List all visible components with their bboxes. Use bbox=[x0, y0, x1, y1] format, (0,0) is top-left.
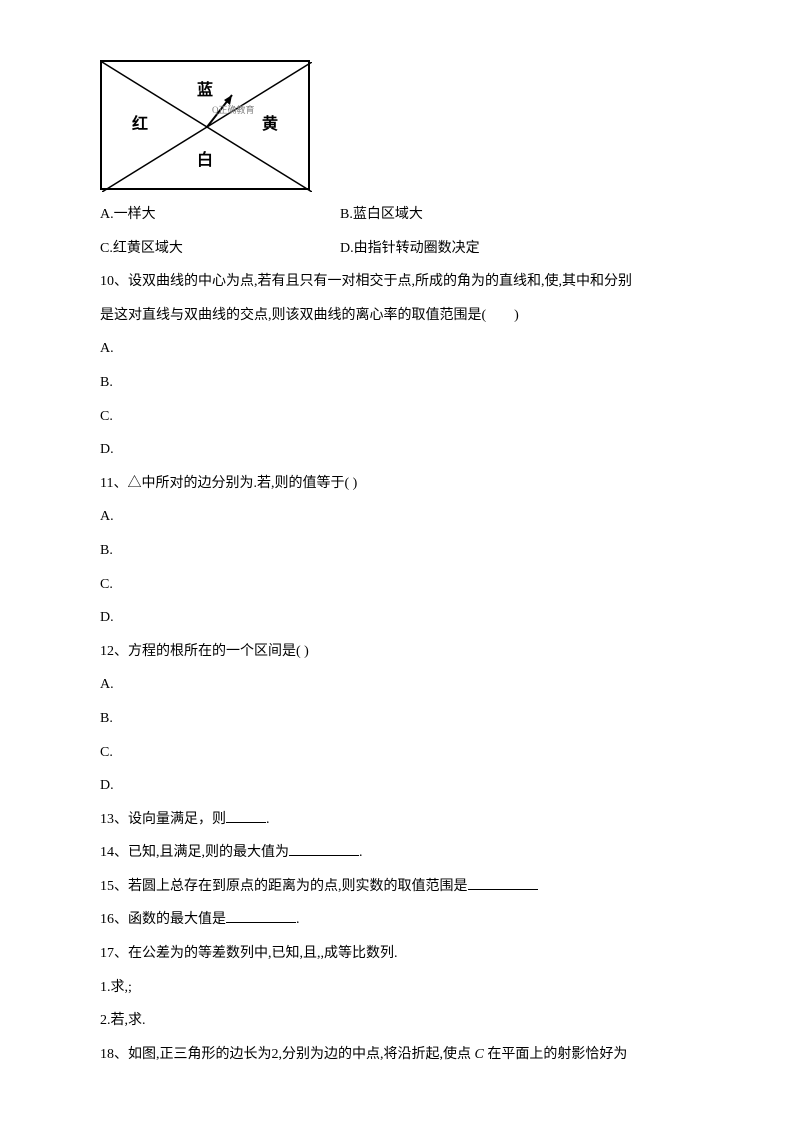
q14-line: 14、已知,且满足,则的最大值为. bbox=[100, 836, 700, 870]
q9-option-d: D.由指针转动圈数决定 bbox=[340, 232, 480, 266]
diagram-watermark: Q正确教育 bbox=[212, 100, 255, 122]
q9-options-row2: C.红黄区域大 D.由指针转动圈数决定 bbox=[100, 232, 700, 266]
diagram-label-top: 蓝 bbox=[197, 72, 213, 110]
q16-line: 16、函数的最大值是. bbox=[100, 903, 700, 937]
q17-stem: 17、在公差为的等差数列中,已知,且,,成等比数列. bbox=[100, 937, 700, 971]
q11-option-d: D. bbox=[100, 601, 700, 635]
q12-stem: 12、方程的根所在的一个区间是( ) bbox=[100, 635, 700, 669]
q10-option-d: D. bbox=[100, 433, 700, 467]
q14-text: 14、已知,且满足,则的最大值为 bbox=[100, 845, 289, 860]
q11-stem: 11、△中所对的边分别为.若,则的值等于( ) bbox=[100, 467, 700, 501]
rectangle-diagram: 蓝 白 红 黄 Q正确教育 bbox=[100, 60, 310, 190]
spinner-diagram: 蓝 白 红 黄 Q正确教育 bbox=[100, 60, 700, 190]
q11-option-a: A. bbox=[100, 500, 700, 534]
q12-option-b: B. bbox=[100, 702, 700, 736]
q11-option-b: B. bbox=[100, 534, 700, 568]
q9-option-a: A.一样大 bbox=[100, 198, 340, 232]
q18-italic-c: C bbox=[475, 1047, 484, 1062]
q13-blank bbox=[226, 809, 266, 823]
q10-option-c: C. bbox=[100, 400, 700, 434]
q10-stem-line1: 10、设双曲线的中心为点,若有且只有一对相交于点,所成的角为的直线和,使,其中和… bbox=[100, 265, 700, 299]
q18-text-part1: 18、如图,正三角形的边长为2,分别为边的中点,将沿折起,使点 bbox=[100, 1047, 475, 1062]
q14-blank bbox=[289, 842, 359, 856]
q18-text-part2: 在平面上的射影恰好为 bbox=[484, 1047, 628, 1062]
q13-text: 13、设向量满足，则 bbox=[100, 812, 226, 827]
q17-sub1: 1.求,; bbox=[100, 971, 700, 1005]
q12-option-d: D. bbox=[100, 769, 700, 803]
q9-option-c: C.红黄区域大 bbox=[100, 232, 340, 266]
q16-text: 16、函数的最大值是 bbox=[100, 912, 226, 927]
q17-sub2: 2.若,求. bbox=[100, 1004, 700, 1038]
q11-option-c: C. bbox=[100, 568, 700, 602]
q10-option-b: B. bbox=[100, 366, 700, 400]
q13-line: 13、设向量满足，则. bbox=[100, 803, 700, 837]
q12-option-c: C. bbox=[100, 736, 700, 770]
q16-blank bbox=[226, 909, 296, 923]
q9-option-b: B.蓝白区域大 bbox=[340, 198, 423, 232]
q15-text: 15、若圆上总存在到原点的距离为的点,则实数的取值范围是 bbox=[100, 879, 468, 894]
diagram-label-right: 黄 bbox=[262, 106, 278, 144]
q10-stem-line2: 是这对直线与双曲线的交点,则该双曲线的离心率的取值范围是( ) bbox=[100, 299, 700, 333]
diagram-label-left: 红 bbox=[132, 106, 148, 144]
diagram-label-bottom: 白 bbox=[197, 142, 213, 180]
q15-line: 15、若圆上总存在到原点的距离为的点,则实数的取值范围是 bbox=[100, 870, 700, 904]
q10-option-a: A. bbox=[100, 332, 700, 366]
q12-option-a: A. bbox=[100, 668, 700, 702]
q9-options-row1: A.一样大 B.蓝白区域大 bbox=[100, 198, 700, 232]
q18-stem: 18、如图,正三角形的边长为2,分别为边的中点,将沿折起,使点 C 在平面上的射… bbox=[100, 1038, 700, 1072]
q15-blank bbox=[468, 876, 538, 890]
